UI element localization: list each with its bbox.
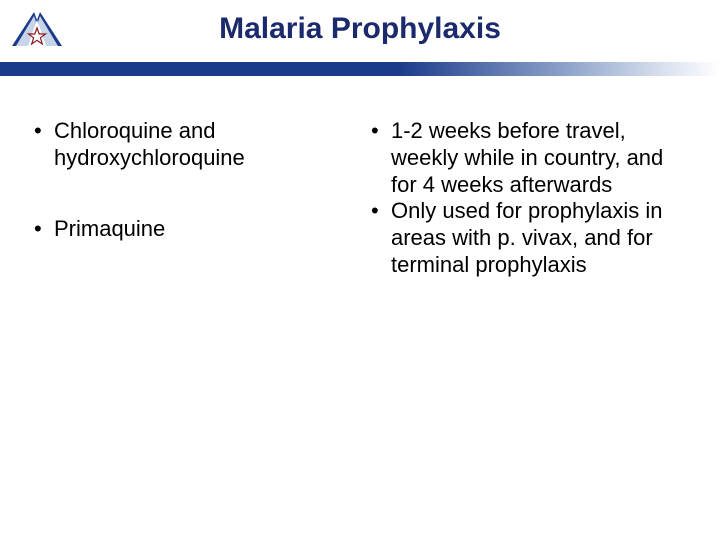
left-column: Chloroquine and hydroxychloroquine Prima… [30,118,363,286]
list-item: Primaquine [30,216,353,243]
right-column: 1-2 weeks before travel, weekly while in… [363,118,690,286]
slide-title: Malaria Prophylaxis [0,0,720,46]
slide-body: Chloroquine and hydroxychloroquine Prima… [0,82,720,286]
slide-header: Malaria Prophylaxis [0,0,720,82]
header-divider-bar [0,62,720,76]
list-item: Chloroquine and hydroxychloroquine [30,118,353,172]
right-bullet-list: 1-2 weeks before travel, weekly while in… [367,118,690,279]
airforce-logo-icon [8,6,66,54]
list-item: 1-2 weeks before travel, weekly while in… [367,118,690,198]
left-bullet-list: Chloroquine and hydroxychloroquine Prima… [30,118,353,242]
list-item: Only used for prophylaxis in areas with … [367,198,690,278]
